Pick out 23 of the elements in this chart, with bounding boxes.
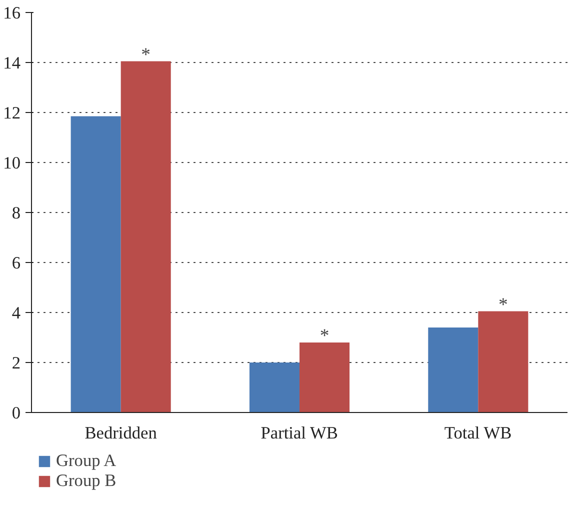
y-tick-label: 14	[3, 54, 21, 72]
y-tick-label: 16	[3, 4, 21, 22]
y-tick-label: 0	[12, 404, 21, 422]
x-tick-label: Total WB	[444, 424, 512, 442]
x-tick-label: Partial WB	[260, 424, 338, 442]
annotation: *	[498, 294, 508, 316]
bar	[300, 342, 350, 412]
bar	[120, 61, 171, 412]
y-tick-label: 8	[12, 204, 21, 222]
annotation: *	[320, 326, 330, 346]
y-tick-label: 2	[12, 354, 21, 372]
y-tick-label: 10	[3, 154, 20, 172]
y-tick-label: 4	[12, 304, 21, 322]
legend-label: Group A	[56, 451, 116, 471]
bar	[70, 116, 121, 412]
x-tick-label: Bedridden	[84, 424, 158, 442]
annotation: *	[141, 44, 151, 66]
y-tick-label: 6	[12, 254, 21, 272]
y-tick-label: 12	[3, 104, 20, 122]
bar	[478, 311, 528, 412]
bar	[428, 328, 478, 412]
legend-label: Group B	[56, 471, 116, 491]
bar	[249, 362, 300, 412]
